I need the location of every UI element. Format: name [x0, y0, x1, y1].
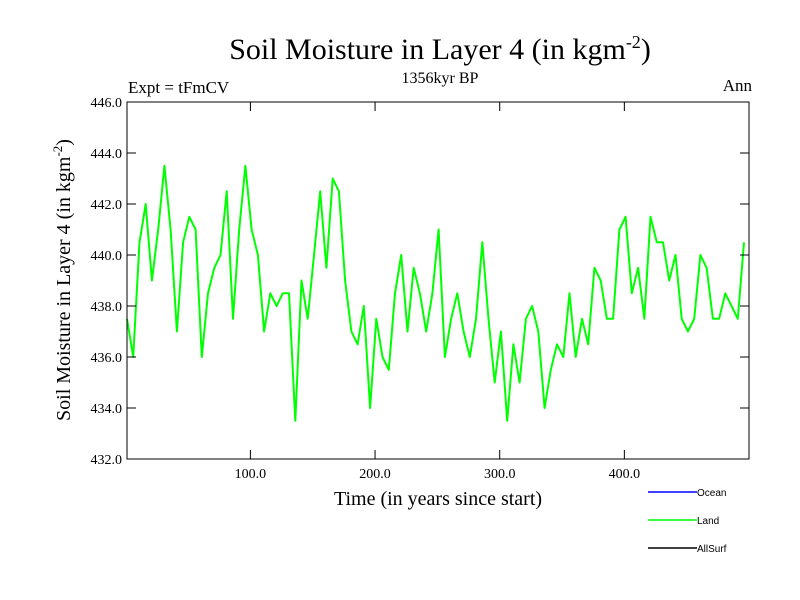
y-tick-label: 432.0: [91, 453, 123, 468]
y-tick-label: 434.0: [91, 402, 123, 417]
ticks-layer: 100.0 200.0 300.0 400.0 432.0 434.0 436.0 438.0…: [91, 96, 749, 482]
x-tick-label: 200.0: [359, 467, 391, 482]
season-label: Ann: [722, 76, 752, 95]
y-tick-label: 446.0: [91, 96, 123, 111]
y-axis-label: Soil Moisture in Layer 4 (in kgm-2): [50, 139, 75, 421]
x-tick-label: 300.0: [484, 467, 516, 482]
y-tick-label: 440.0: [91, 249, 123, 264]
legend-label-ocean: Ocean: [697, 488, 726, 499]
chart-subtitle: 1356kyr BP: [401, 70, 479, 87]
series-line-land: [126, 164, 745, 422]
legend-label-land: Land: [697, 516, 719, 527]
plot-frame: [126, 101, 750, 460]
x-tick-label: 400.0: [609, 467, 641, 482]
y-tick-label: 444.0: [91, 147, 123, 162]
y-tick-label: 442.0: [91, 198, 123, 213]
legend-label-allsurf: AllSurf: [697, 544, 727, 555]
chart-title: Soil Moisture in Layer 4 (in kgm-2): [229, 32, 651, 66]
y-tick-label: 436.0: [91, 351, 123, 366]
experiment-label: Expt = tFmCV: [128, 78, 230, 97]
legend: Ocean Land AllSurf: [648, 488, 727, 555]
series-layer: [126, 164, 745, 422]
x-tick-label: 100.0: [235, 467, 267, 482]
x-axis-label: Time (in years since start): [334, 488, 542, 510]
y-tick-label: 438.0: [91, 300, 123, 315]
